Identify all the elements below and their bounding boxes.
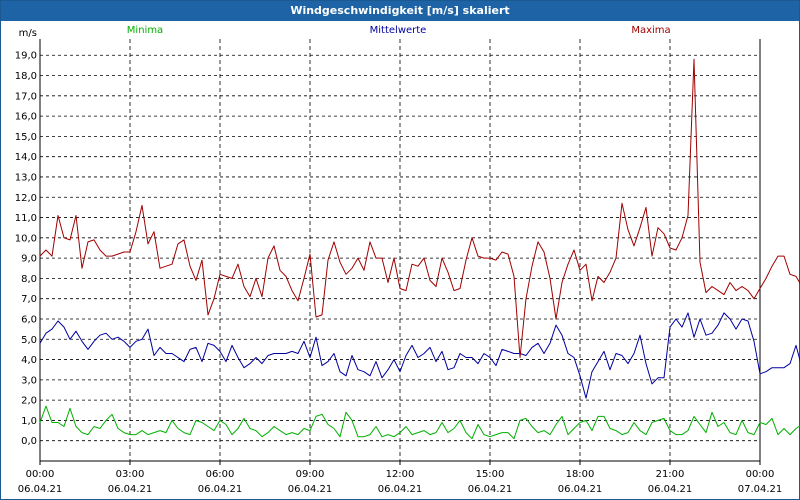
y-tick-label: 14,0 bbox=[15, 152, 37, 163]
series-lines bbox=[39, 58, 800, 440]
x-tick-time: 00:00 bbox=[746, 469, 775, 480]
y-tick-label: 13,0 bbox=[15, 172, 37, 183]
y-tick-label: 9,0 bbox=[21, 254, 37, 265]
legend-item-mittelwerte: Mittelwerte bbox=[370, 25, 427, 36]
x-tick-time: 09:00 bbox=[296, 469, 325, 480]
x-tick-date: 06.04.21 bbox=[288, 484, 333, 495]
grid-lines bbox=[40, 39, 760, 461]
series-line-minima bbox=[39, 405, 800, 440]
legend: Minima Mittelwerte Maxima bbox=[127, 25, 671, 36]
x-tick-time: 06:00 bbox=[206, 469, 235, 480]
y-tick-label: 7,0 bbox=[21, 294, 37, 305]
x-tick-date: 06.04.21 bbox=[648, 484, 693, 495]
y-tick-label: 15,0 bbox=[15, 132, 37, 143]
x-tick-date: 06.04.21 bbox=[198, 484, 243, 495]
y-tick-label: 2,0 bbox=[21, 396, 37, 407]
y-tick-label: 6,0 bbox=[21, 314, 37, 325]
y-tick-label: 10,0 bbox=[15, 233, 37, 244]
x-tick-time: 00:00 bbox=[26, 469, 55, 480]
x-tick-date: 06.04.21 bbox=[18, 484, 63, 495]
y-axis-unit: m/s bbox=[19, 28, 37, 39]
y-tick-label: 5,0 bbox=[21, 335, 37, 346]
y-tick-label: 0,0 bbox=[21, 436, 37, 447]
y-tick-label: 17,0 bbox=[15, 91, 37, 102]
axes: 0,0 1,0 2,0 3,0 4,0 5,0 6,0 7,0 8,0 9,0 10,0 11,0 12… bbox=[15, 28, 783, 495]
x-tick-date: 07.04.21 bbox=[738, 484, 783, 495]
legend-item-maxima: Maxima bbox=[631, 25, 670, 36]
x-tick-time: 15:00 bbox=[476, 469, 505, 480]
y-tick-label: 16,0 bbox=[15, 112, 37, 123]
y-tick-label: 8,0 bbox=[21, 274, 37, 285]
x-tick-date: 06.04.21 bbox=[558, 484, 603, 495]
x-tick-time: 21:00 bbox=[656, 469, 685, 480]
legend-item-minima: Minima bbox=[127, 25, 163, 36]
chart-title: Windgeschwindigkeit [m/s] skaliert bbox=[1, 1, 799, 21]
x-tick-date: 06.04.21 bbox=[108, 484, 153, 495]
x-tick-date: 06.04.21 bbox=[468, 484, 513, 495]
x-tick-time: 18:00 bbox=[566, 469, 595, 480]
y-tick-label: 12,0 bbox=[15, 193, 37, 204]
x-tick-time: 12:00 bbox=[386, 469, 415, 480]
series-line-maxima bbox=[39, 58, 800, 358]
x-tick-date: 06.04.21 bbox=[378, 484, 423, 495]
y-tick-label: 18,0 bbox=[15, 71, 37, 82]
series-line-mittelwerte bbox=[39, 312, 800, 399]
y-tick-label: 4,0 bbox=[21, 355, 37, 366]
y-tick-label: 19,0 bbox=[15, 51, 37, 62]
y-tick-label: 3,0 bbox=[21, 375, 37, 386]
x-tick-time: 03:00 bbox=[116, 469, 145, 480]
y-tick-label: 11,0 bbox=[15, 213, 37, 224]
y-tick-label: 1,0 bbox=[21, 416, 37, 427]
